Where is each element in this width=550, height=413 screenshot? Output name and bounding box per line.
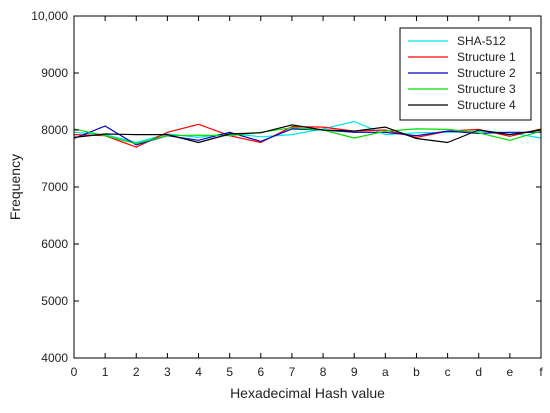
x-tick-label: 8: [320, 365, 327, 379]
y-tick-label: 9000: [41, 66, 68, 80]
x-axis-title: Hexadecimal Hash value: [230, 385, 385, 401]
series-line-structure-4: [73, 124, 542, 144]
legend: SHA-512 Structure 1 Structure 2 Structure 3…: [399, 27, 532, 121]
y-tick-label: 6000: [41, 237, 68, 251]
x-tick-label: 0: [71, 365, 78, 379]
legend-label: Structure 1: [457, 50, 516, 64]
legend-label: Structure 2: [457, 66, 516, 80]
x-tick-label: c: [445, 365, 451, 379]
x-tick-label: a: [382, 365, 389, 379]
x-tick-label: 9: [351, 365, 358, 379]
x-tick-label: f: [539, 365, 543, 379]
x-tick-label: b: [413, 365, 420, 379]
x-tick-label: 5: [226, 365, 233, 379]
x-tick-label: 2: [133, 365, 140, 379]
x-tick-label: 1: [102, 365, 109, 379]
x-tick-label: 7: [289, 365, 296, 379]
y-axis-title: Frequency: [7, 154, 23, 220]
y-tick-label: 4000: [41, 351, 68, 365]
y-tick-label: 8000: [41, 123, 68, 137]
y-tick-label: 10,000: [31, 9, 68, 23]
x-tick-label: e: [507, 365, 514, 379]
series-layer: [73, 120, 542, 148]
x-tick-label: 3: [164, 365, 171, 379]
x-tick-label: d: [475, 365, 482, 379]
y-tick-label: 7000: [41, 180, 68, 194]
legend-label: Structure 4: [457, 98, 516, 112]
y-tick-label: 5000: [41, 294, 68, 308]
x-tick-label: 4: [195, 365, 202, 379]
axis-ticks: 4000 5000 6000 7000 8000 9000 10,000 0 1 2 3 4 5 6 7 8 9…: [31, 9, 543, 379]
legend-label: SHA-512: [457, 34, 506, 48]
x-tick-label: 6: [257, 365, 264, 379]
legend-label: Structure 3: [457, 82, 516, 96]
series-line-structure-3: [73, 127, 542, 145]
